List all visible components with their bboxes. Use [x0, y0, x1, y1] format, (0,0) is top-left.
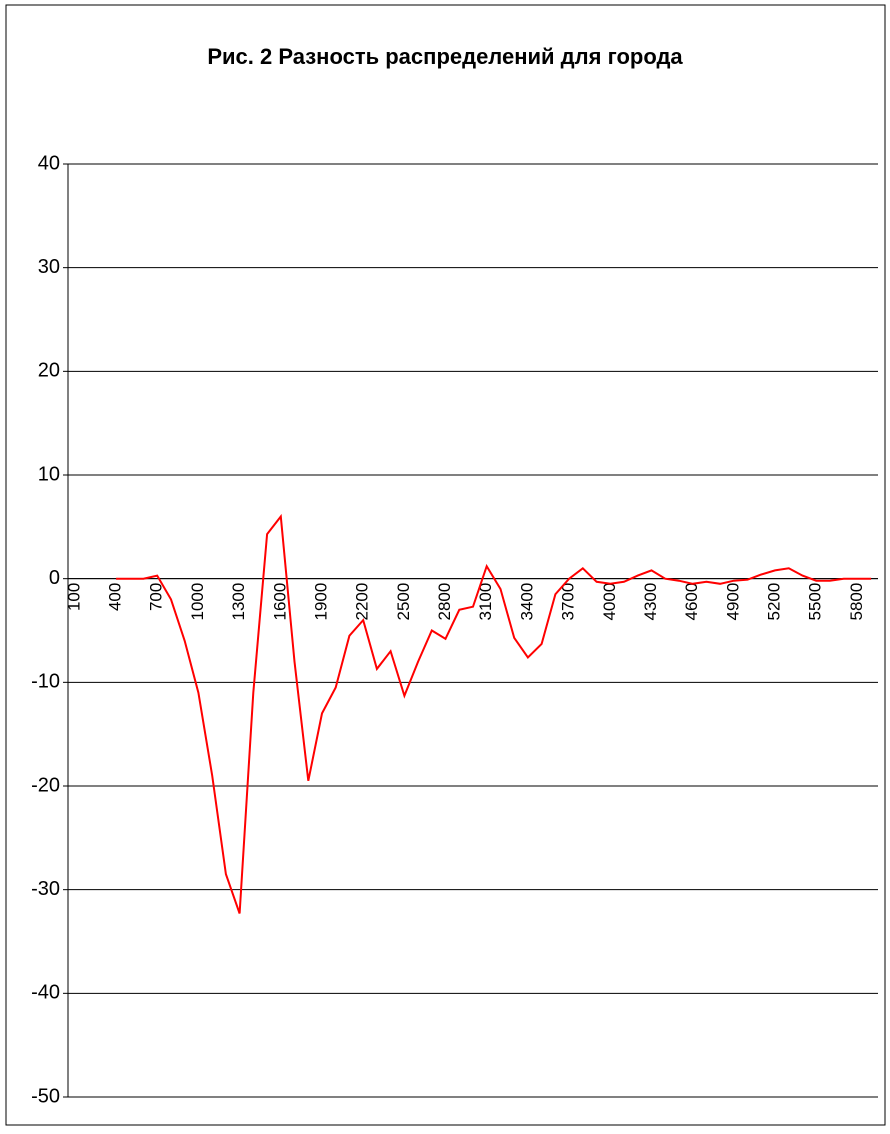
y-tick-label: -20: [31, 774, 60, 796]
x-tick-label: 5800: [847, 583, 866, 621]
x-tick-label: 4600: [682, 583, 701, 621]
chart-title: Рис. 2 Разность распределений для города: [207, 44, 683, 69]
x-tick-label: 2200: [353, 583, 372, 621]
x-tick-label: 100: [64, 583, 83, 611]
y-tick-label: 0: [49, 567, 60, 589]
x-tick-label: 4900: [723, 583, 742, 621]
x-tick-label: 1000: [188, 583, 207, 621]
x-tick-label: 4000: [600, 583, 619, 621]
y-tick-label: 30: [38, 256, 60, 278]
x-tick-label: 5500: [806, 583, 825, 621]
y-tick-label: 10: [38, 463, 60, 485]
y-tick-label: 20: [38, 360, 60, 382]
x-tick-label: 1300: [229, 583, 248, 621]
x-tick-label: 4300: [641, 583, 660, 621]
y-tick-label: -30: [31, 878, 60, 900]
x-tick-label: 3700: [559, 583, 578, 621]
y-tick-label: -40: [31, 982, 60, 1004]
x-tick-label: 2800: [435, 583, 454, 621]
x-tick-label: 2500: [394, 583, 413, 621]
y-tick-label: -50: [31, 1085, 60, 1107]
x-tick-label: 700: [147, 583, 166, 611]
x-tick-label: 1900: [311, 583, 330, 621]
x-tick-label: 3400: [517, 583, 536, 621]
data-line: [116, 513, 872, 914]
chart-border: [5, 4, 886, 1126]
y-tick-label: -10: [31, 671, 60, 693]
x-tick-label: 1600: [270, 583, 289, 621]
y-tick-label: 40: [38, 152, 60, 174]
x-tick-label: 3100: [476, 583, 495, 621]
x-tick-label: 5200: [765, 583, 784, 621]
x-tick-label: 400: [106, 583, 125, 611]
